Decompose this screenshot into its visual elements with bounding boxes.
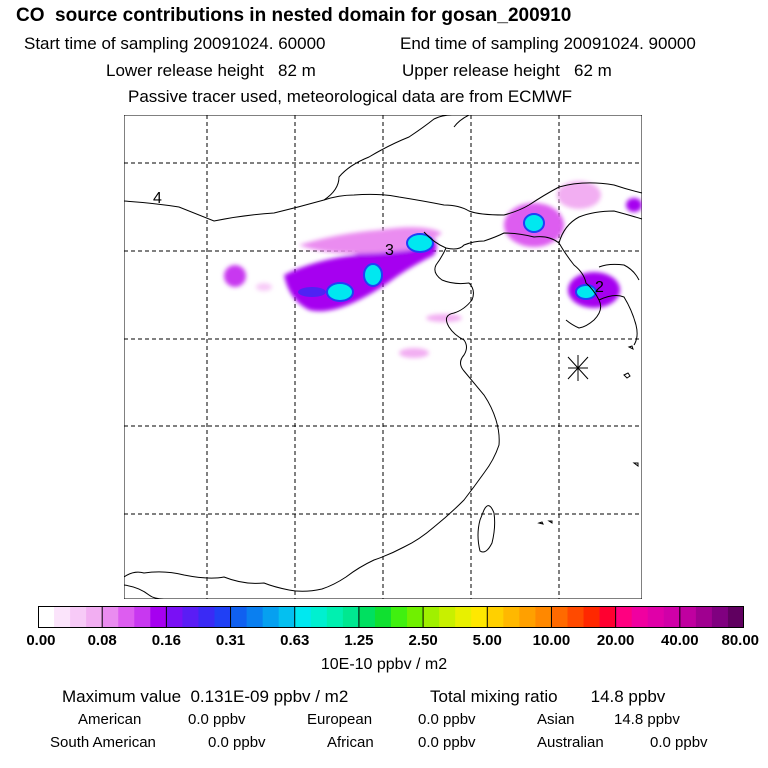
color-swatch: [278, 606, 296, 628]
color-swatch: [439, 606, 456, 628]
contour-label-4: 4: [153, 190, 162, 207]
map-svg: 4 3 2: [123, 114, 643, 600]
color-swatch: [455, 606, 472, 628]
color-swatch: [262, 606, 280, 628]
color-swatch: [487, 606, 504, 628]
plume-yellow-sea: [399, 348, 429, 358]
color-swatch: [567, 606, 585, 628]
color-swatch: [615, 606, 633, 628]
american-label: American: [78, 711, 142, 728]
european-value: 0.0 ppbv: [418, 711, 476, 728]
color-swatch: [246, 606, 264, 628]
color-swatch: [166, 606, 183, 628]
color-swatch: [374, 606, 392, 628]
australian-label: Australian: [537, 734, 604, 751]
plume-bohai-south: [426, 314, 462, 322]
color-scale-tick-label: 20.00: [596, 632, 635, 649]
color-swatch: [519, 606, 536, 628]
color-scale-tick-label: 0.00: [26, 632, 56, 649]
color-scale-tick-label: 0.16: [151, 632, 181, 649]
color-swatch: [583, 606, 601, 628]
color-swatch: [647, 606, 665, 628]
plume-main-halo: [299, 227, 442, 254]
upper-release-height: Upper release height 62 m: [402, 61, 612, 80]
color-swatch: [326, 606, 344, 628]
plume-west: [224, 265, 246, 287]
color-swatch: [631, 606, 649, 628]
tracer-note: Passive tracer used, meteorological data…: [128, 87, 573, 106]
color-swatch: [551, 606, 568, 628]
color-swatch: [679, 606, 697, 628]
hotspot-5: [575, 284, 597, 300]
color-scale-bar: [38, 606, 745, 628]
color-swatch: [342, 606, 360, 628]
color-swatch: [230, 606, 248, 628]
color-swatch: [310, 606, 328, 628]
african-label: African: [327, 734, 374, 751]
map-title: CO source contributions in nested domain…: [16, 5, 572, 26]
color-scale-svg: [38, 606, 745, 628]
map-panel: 4 3 2: [123, 114, 643, 600]
color-swatch: [134, 606, 151, 628]
contour-label-3: 3: [385, 242, 394, 259]
color-scale-tick-label: 5.00: [472, 632, 502, 649]
color-swatch: [38, 606, 55, 628]
hotspot-4: [523, 213, 545, 233]
australian-value: 0.0 ppbv: [650, 734, 708, 751]
color-scale-tick-label: 2.50: [408, 632, 438, 649]
color-swatch: [407, 606, 424, 628]
color-swatch: [294, 606, 312, 628]
lower-release-height: Lower release height 82 m: [106, 61, 316, 80]
color-swatch: [198, 606, 215, 628]
color-swatch: [86, 606, 103, 628]
color-scale-tick-label: 40.00: [661, 632, 699, 649]
hotspot-1: [326, 282, 354, 302]
color-swatch: [663, 606, 681, 628]
color-swatch: [391, 606, 408, 628]
color-scale-tick-label: 0.08: [87, 632, 117, 649]
color-scale-tick-label: 80.00: [721, 632, 760, 649]
color-swatch: [102, 606, 119, 628]
receptor-site-marker: [567, 355, 589, 381]
color-swatch: [471, 606, 488, 628]
color-scale-units: 10E-10 ppbv / m2: [320, 656, 448, 673]
color-swatch: [599, 606, 617, 628]
hotspot-2: [363, 263, 383, 287]
color-scale-tick-label: 0.31: [215, 632, 246, 649]
color-scale-tick-label: 10.00: [532, 632, 571, 649]
south-american-value: 0.0 ppbv: [208, 734, 266, 751]
start-time: Start time of sampling 20091024. 60000: [24, 34, 326, 53]
european-label: European: [307, 711, 373, 728]
maximum-value: Maximum value 0.131E-09 ppbv / m2: [62, 687, 349, 706]
color-swatch: [358, 606, 376, 628]
color-swatch: [695, 606, 713, 628]
color-swatch: [150, 606, 167, 628]
asian-label: Asian: [537, 711, 575, 728]
color-swatch: [711, 606, 729, 628]
color-swatch: [727, 606, 745, 628]
total-mixing-ratio: Total mixing ratio 14.8 ppbv: [430, 687, 666, 706]
asian-value: 14.8 ppbv: [614, 711, 680, 728]
plume-far-northeast: [557, 181, 601, 209]
color-swatch: [118, 606, 135, 628]
color-scale-frame: [38, 606, 744, 628]
color-swatch: [535, 606, 552, 628]
hotspot-3: [406, 233, 434, 253]
south-american-label: South American: [50, 734, 156, 751]
contour-label-2: 2: [595, 279, 604, 296]
coastlines: [123, 114, 643, 600]
american-value: 0.0 ppbv: [188, 711, 246, 728]
color-swatch: [214, 606, 232, 628]
plume-east-edge: [626, 198, 642, 212]
color-scale-tick-label: 1.25: [344, 632, 374, 649]
color-swatch: [182, 606, 199, 628]
color-scale-tick-label: 0.63: [280, 632, 310, 649]
color-swatch: [54, 606, 71, 628]
end-time: End time of sampling 20091024. 90000: [400, 34, 696, 53]
color-swatch: [70, 606, 87, 628]
african-value: 0.0 ppbv: [418, 734, 476, 751]
color-swatch: [423, 606, 440, 628]
color-swatch: [503, 606, 520, 628]
